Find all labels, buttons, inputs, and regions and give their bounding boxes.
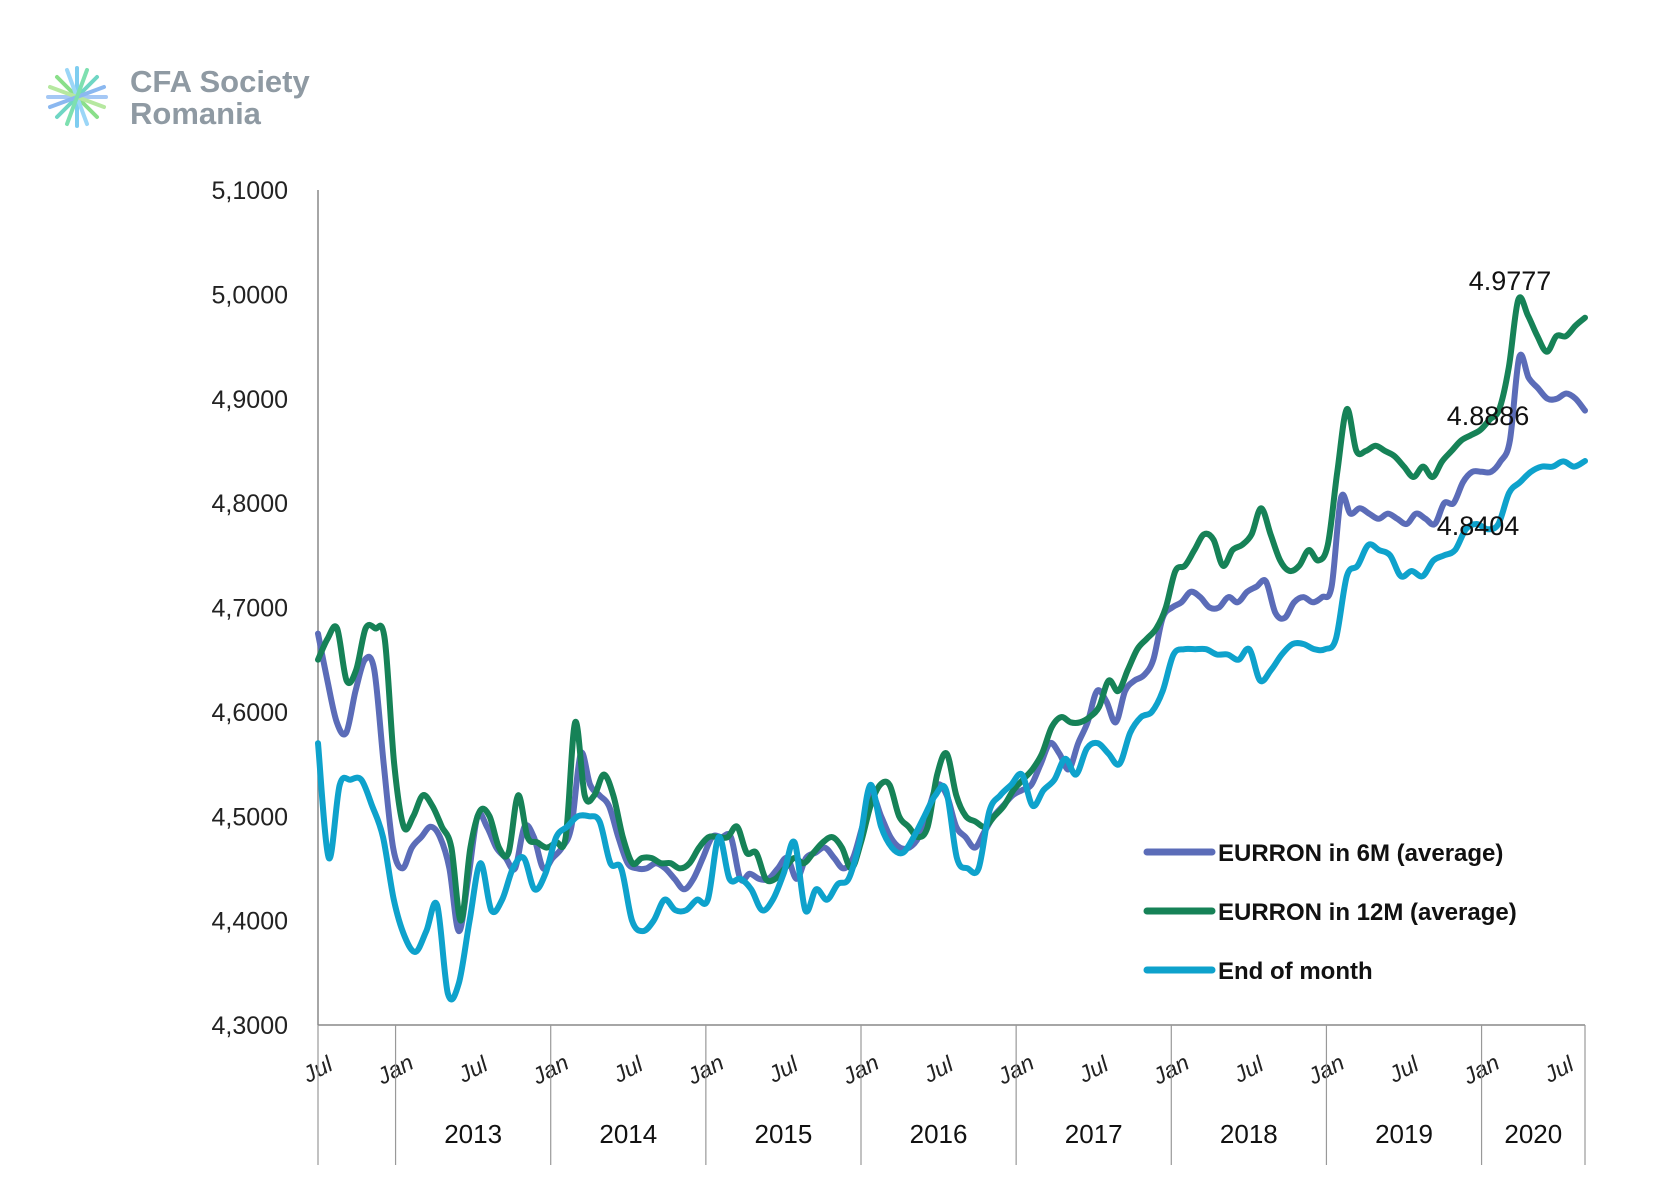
cfa-logo-icon bbox=[46, 66, 108, 128]
year-label: 2013 bbox=[444, 1119, 502, 1149]
logo-line-1: CFA Society bbox=[130, 64, 310, 99]
x-tick-label: Jul bbox=[608, 1050, 648, 1088]
x-tick-label: Jan bbox=[1458, 1049, 1504, 1090]
x-tick-label: Jan bbox=[372, 1049, 418, 1090]
x-tick-label: Jul bbox=[918, 1050, 958, 1088]
x-tick-label: Jan bbox=[1147, 1049, 1193, 1090]
x-tick-label: Jul bbox=[1384, 1050, 1424, 1088]
y-tick-label: 4,7000 bbox=[212, 595, 288, 623]
year-label: 2019 bbox=[1375, 1119, 1433, 1149]
y-tick-label: 4,3000 bbox=[212, 1012, 288, 1040]
legend: EURRON in 6M (average) EURRON in 12M (ave… bbox=[1143, 840, 1517, 985]
annotation-label: 4.8404 bbox=[1437, 511, 1520, 541]
y-tick-label: 4,9000 bbox=[212, 386, 288, 414]
cfa-logo: CFA Society Romania bbox=[42, 62, 342, 142]
x-tick-label: Jan bbox=[1303, 1049, 1349, 1090]
year-label: 2020 bbox=[1504, 1119, 1562, 1149]
annotations: 4.9777 4.8886 4.8404 bbox=[1437, 266, 1552, 541]
x-tick-label: Jul bbox=[763, 1050, 803, 1088]
x-tick-label: Jul bbox=[453, 1050, 493, 1088]
y-tick-label: 5,0000 bbox=[212, 281, 288, 309]
series-line-1 bbox=[315, 294, 1588, 924]
x-tick-label: Jul bbox=[1073, 1050, 1113, 1088]
x-tick-label: Jan bbox=[992, 1049, 1038, 1090]
logo-text: CFA Society Romania bbox=[130, 66, 310, 130]
logo-line-2: Romania bbox=[130, 96, 261, 131]
y-tick-label: 4,4000 bbox=[212, 908, 288, 936]
y-tick-label: 4,6000 bbox=[212, 699, 288, 727]
x-tick-label: Jan bbox=[837, 1049, 883, 1090]
x-tick-label: Jul bbox=[1539, 1050, 1579, 1088]
series-lines bbox=[315, 294, 1588, 1003]
y-tick-label: 5,1000 bbox=[212, 177, 288, 205]
legend-label: EURRON in 6M (average) bbox=[1218, 840, 1503, 867]
year-label: 2015 bbox=[755, 1119, 813, 1149]
year-label: 2018 bbox=[1220, 1119, 1278, 1149]
x-tick-label: Jan bbox=[527, 1049, 573, 1090]
x-tick-label: Jan bbox=[682, 1049, 728, 1090]
legend-label: EURRON in 12M (average) bbox=[1218, 899, 1517, 926]
y-tick-label: 4,8000 bbox=[212, 490, 288, 518]
legend-label: End of month bbox=[1218, 958, 1373, 985]
y-tick-label: 4,5000 bbox=[212, 803, 288, 831]
annotation-label: 4.8886 bbox=[1447, 401, 1530, 431]
axes: 5,1000 5,0000 4,9000 4,8000 4,7000 4,6000 4,50… bbox=[212, 177, 1586, 1165]
annotation-label: 4.9777 bbox=[1469, 266, 1552, 296]
year-label: 2016 bbox=[910, 1119, 968, 1149]
series-line-2 bbox=[315, 458, 1588, 1003]
year-label: 2014 bbox=[599, 1119, 657, 1149]
x-tick-label: Jul bbox=[1228, 1050, 1268, 1088]
year-label: 2017 bbox=[1065, 1119, 1123, 1149]
